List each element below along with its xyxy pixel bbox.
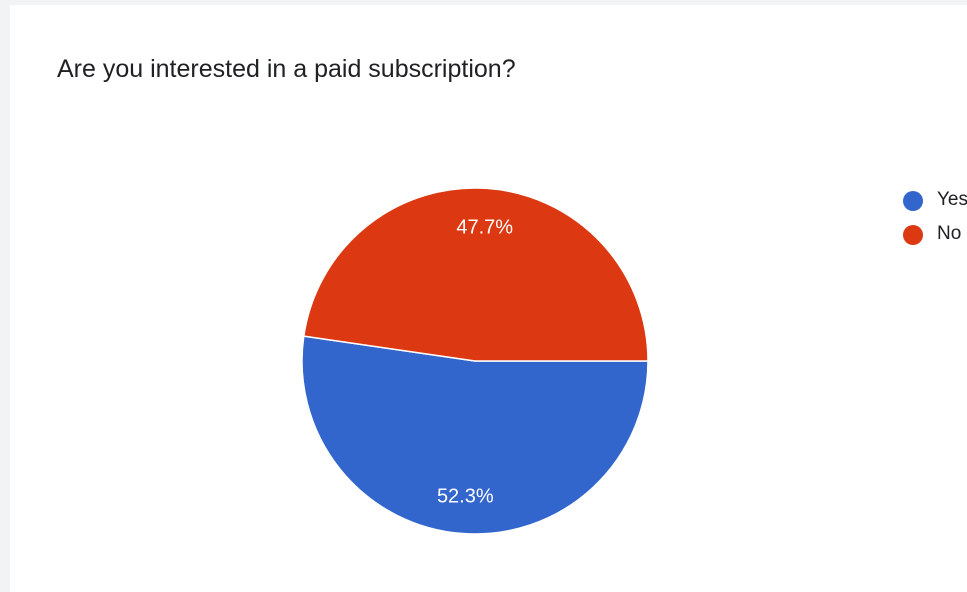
pie-slice-yes[interactable] <box>301 335 649 535</box>
legend-swatch-yes <box>903 191 923 211</box>
slice-label-yes: 52.3% <box>437 486 494 508</box>
slice-label-no: 47.7% <box>456 216 513 238</box>
legend-label-no: No <box>937 223 962 244</box>
chart-card: Are you interested in a paid subscriptio… <box>10 5 967 592</box>
pie-chart: 52.3% 47.7% <box>301 187 649 535</box>
chart-title: Are you interested in a paid subscriptio… <box>57 55 516 83</box>
pie-slice-no[interactable] <box>302 187 649 362</box>
legend-label-yes: Yes <box>937 189 967 210</box>
legend-swatch-no <box>903 225 923 245</box>
